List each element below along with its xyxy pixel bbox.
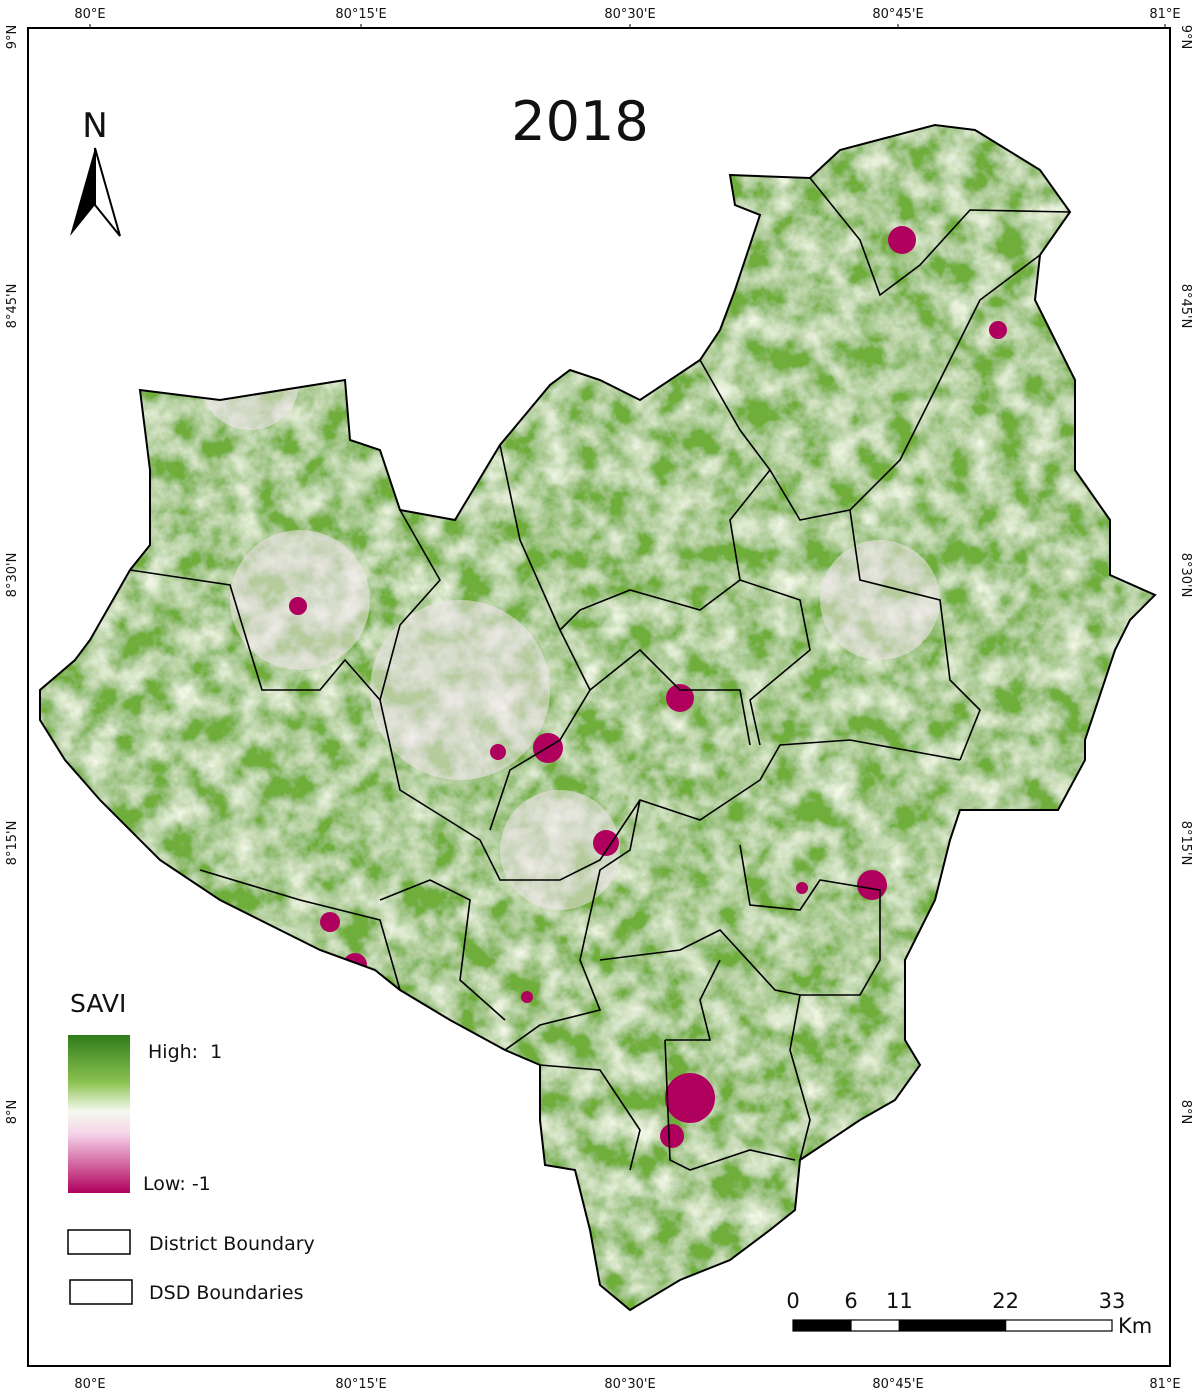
scale-label: 6 xyxy=(844,1289,857,1313)
latitude-label: 8°N xyxy=(1178,1100,1193,1125)
built-up xyxy=(796,882,808,894)
built-up xyxy=(660,1124,684,1148)
built-up xyxy=(989,321,1007,339)
legend-title: SAVI xyxy=(70,989,126,1018)
dsd-boundary xyxy=(809,177,1071,297)
map-title: 2018 xyxy=(511,90,648,153)
built-up xyxy=(521,991,533,1003)
latitude-label: 8°30'N xyxy=(5,553,20,598)
scale-segment xyxy=(792,1319,852,1332)
legend-swatch xyxy=(67,1229,131,1255)
latitude-label: 8°15'N xyxy=(5,821,20,866)
north-arrow xyxy=(70,147,121,237)
longitude-label: 80°15'E xyxy=(335,1377,386,1392)
legend-item: DSD Boundaries xyxy=(149,1282,304,1304)
latitude-label: 9°N xyxy=(1178,25,1193,50)
longitude-label: 80°45'E xyxy=(872,1377,923,1392)
built-up xyxy=(490,744,506,760)
scale-segment xyxy=(898,1319,1007,1332)
latitude-label: 8°N xyxy=(5,1100,20,1125)
longitude-label: 80°45'E xyxy=(872,7,923,22)
longitude-label: 81°E xyxy=(1149,7,1180,22)
built-up xyxy=(320,912,340,932)
latitude-label: 9°N xyxy=(5,25,20,50)
dsd-boundary xyxy=(664,1039,796,1171)
longitude-label: 80°E xyxy=(74,7,105,22)
dsd-boundary xyxy=(539,1064,641,1171)
sparse-vegetation xyxy=(820,540,940,660)
dsd-boundary xyxy=(129,569,961,881)
scale-label: 11 xyxy=(886,1289,913,1313)
study-area xyxy=(39,123,1157,1312)
longitude-label: 81°E xyxy=(1149,1377,1180,1392)
latitude-label: 8°45'N xyxy=(5,284,20,329)
legend-item: District Boundary xyxy=(149,1233,315,1255)
legend-low: Low: -1 xyxy=(143,1173,211,1195)
dsd-boundary xyxy=(789,994,811,1161)
longitude-label: 80°30'E xyxy=(604,1377,655,1392)
dsd-boundary xyxy=(504,799,641,1051)
legend-swatch xyxy=(69,1279,133,1305)
dsd-boundary xyxy=(199,869,401,991)
built-up xyxy=(857,870,887,900)
longitude-label: 80°15'E xyxy=(335,7,386,22)
map-frame xyxy=(27,27,1171,1367)
sparse-vegetation xyxy=(200,330,300,430)
latitude-label: 8°45'N xyxy=(1178,284,1193,329)
built-up xyxy=(593,830,619,856)
savi-raster xyxy=(40,125,1155,1310)
dsd-boundary xyxy=(379,879,506,1021)
legend-high: High: 1 xyxy=(148,1041,222,1063)
scale-segment xyxy=(1005,1319,1113,1332)
longitude-label: 80°E xyxy=(74,1377,105,1392)
dsd-boundary xyxy=(665,959,721,1041)
scale-segment xyxy=(850,1319,900,1332)
scale-label: 22 xyxy=(992,1289,1019,1313)
district-boundary xyxy=(39,123,1157,1312)
scale-label: 0 xyxy=(786,1289,799,1313)
dsd-boundary xyxy=(739,579,811,746)
dsd-boundary xyxy=(599,844,881,996)
scale-label: 33 xyxy=(1099,1289,1126,1313)
latitude-label: 8°30'N xyxy=(1178,553,1193,598)
scale-unit: Km xyxy=(1118,1314,1152,1338)
built-up xyxy=(666,684,694,712)
dsd-boundary xyxy=(849,254,1041,511)
built-up xyxy=(665,1073,715,1123)
sparse-vegetation xyxy=(370,600,550,780)
longitude-label: 80°30'E xyxy=(604,7,655,22)
north-label: N xyxy=(82,106,107,146)
built-up xyxy=(888,226,916,254)
legend-ramp xyxy=(68,1035,130,1193)
dsd-boundary xyxy=(379,509,441,701)
vegetation xyxy=(40,125,1155,1310)
dsd-boundary xyxy=(589,648,751,746)
built-up xyxy=(289,597,307,615)
dsd-boundary xyxy=(769,469,981,761)
latitude-label: 8°15'N xyxy=(1178,821,1193,866)
